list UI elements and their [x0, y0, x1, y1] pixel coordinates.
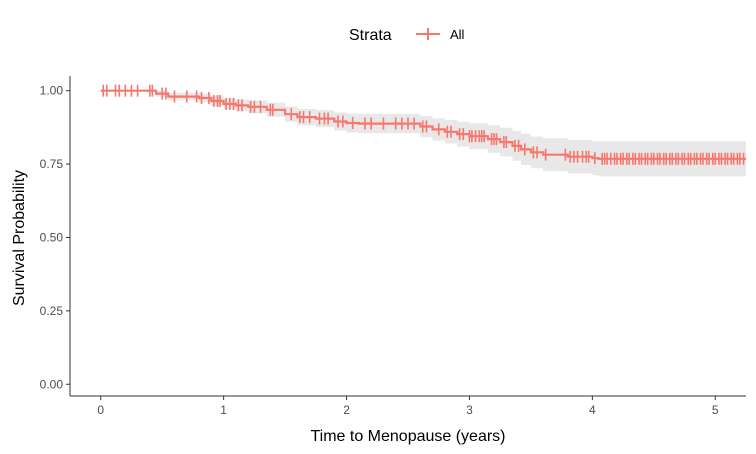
y-tick-label: 0.75: [40, 157, 64, 171]
survival-curve-layer: [100, 89, 746, 160]
confidence-band: [100, 90, 746, 177]
legend-title: Strata: [349, 27, 392, 44]
x-tick-label: 1: [220, 403, 227, 417]
censor-marks-layer: [102, 84, 745, 165]
x-tick-label: 3: [466, 403, 473, 417]
y-tick-label: 0.50: [40, 230, 64, 244]
y-tick-label: 0.25: [40, 304, 64, 318]
x-tick-label: 0: [97, 403, 104, 417]
confidence-band-layer: [100, 90, 746, 177]
x-tick-label: 5: [712, 403, 719, 417]
x-tick-label: 4: [589, 403, 596, 417]
x-axis-title: Time to Menopause (years): [310, 428, 505, 445]
y-axis-ticks: 0.00 0.25 0.50 0.75 1.00: [40, 84, 70, 391]
y-tick-label: 0.00: [40, 377, 64, 391]
legend: Strata All: [349, 27, 465, 44]
x-tick-label: 2: [343, 403, 350, 417]
y-axis-title: Survival Probability: [11, 170, 28, 306]
x-axis-ticks: 0 1 2 3 4 5: [97, 396, 719, 417]
y-tick-label: 1.00: [40, 84, 64, 98]
survival-curve-all: [100, 89, 746, 160]
legend-entry-all: All: [450, 27, 465, 42]
